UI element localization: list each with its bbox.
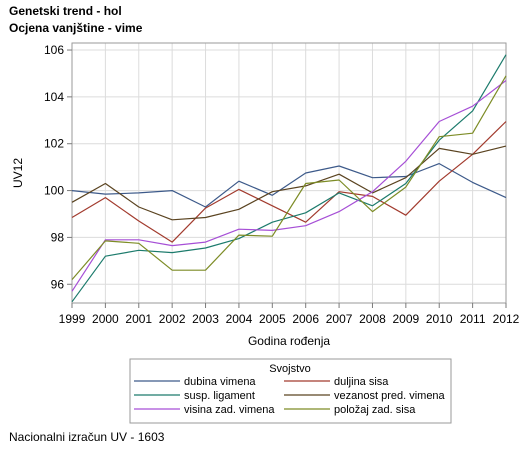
x-tick-label: 2012 [493, 312, 520, 326]
y-tick-label: 100 [44, 184, 64, 198]
legend-item: visina zad. vimena [134, 404, 275, 416]
series-line [71, 54, 507, 303]
x-tick-label: 2010 [426, 312, 453, 326]
x-tick-label: 2003 [192, 312, 219, 326]
y-tick-label: 106 [44, 43, 64, 57]
x-tick-label: 2009 [392, 312, 419, 326]
legend-label: duljina sisa [334, 376, 389, 388]
footnote: Nacionalni izračun UV - 1603 [9, 430, 165, 444]
plot-area-frame [71, 42, 507, 304]
legend-title: Svojstvo [269, 363, 311, 375]
x-tick-label: 2002 [159, 312, 186, 326]
gridlines [72, 43, 506, 303]
series-line [71, 75, 507, 280]
legend-label: dubina vimena [184, 376, 256, 388]
legend-item: susp. ligament [134, 390, 255, 402]
x-tick-label: 1999 [59, 312, 86, 326]
axis-ticks: 1999 2000 2001 2002 2003 2004 2005 2006 2007 2008… [44, 43, 520, 326]
series-line [71, 145, 507, 221]
legend-item: vezanost pred. vimena [284, 390, 446, 402]
legend-label: susp. ligament [184, 390, 255, 402]
legend-item: duljina sisa [284, 376, 389, 388]
y-tick-label: 102 [44, 137, 64, 151]
legend-label: položaj zad. sisa [334, 404, 416, 416]
series-line [71, 163, 507, 208]
series-line [71, 80, 507, 292]
y-tick-label: 104 [44, 90, 64, 104]
series-lines [71, 54, 507, 303]
legend-item: dubina vimena [134, 376, 256, 388]
x-tick-label: 2011 [460, 312, 486, 326]
x-tick-label: 2007 [326, 312, 353, 326]
x-tick-label: 2005 [259, 312, 286, 326]
x-tick-label: 2008 [359, 312, 386, 326]
chart-title: Genetski trend - hol [9, 4, 122, 18]
y-tick-label: 96 [51, 277, 65, 291]
series-line [71, 121, 507, 243]
legend-label: vezanost pred. vimena [334, 390, 446, 402]
chart-subtitle: Ocjena vanjštine - vime [9, 21, 143, 35]
x-tick-label: 2001 [125, 312, 152, 326]
legend-label: visina zad. vimena [184, 404, 275, 416]
x-tick-label: 2006 [292, 312, 319, 326]
legend: Svojstvo dubina vimena duljina sisa susp. … [129, 358, 452, 424]
y-axis-label: UV12 [11, 158, 25, 188]
y-tick-label: 98 [51, 230, 65, 244]
x-tick-label: 2000 [92, 312, 119, 326]
x-tick-label: 2004 [226, 312, 253, 326]
legend-item: položaj zad. sisa [284, 404, 416, 416]
legend-box [129, 358, 452, 424]
x-axis-label: Godina rođenja [248, 334, 330, 348]
